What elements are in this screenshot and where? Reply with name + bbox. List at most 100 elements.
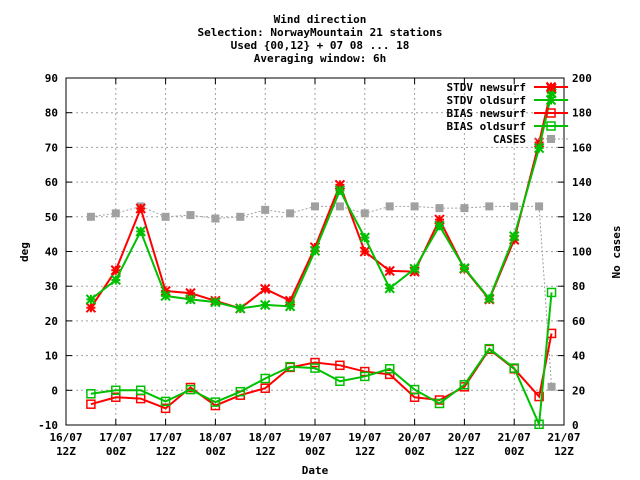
data-point [335, 360, 345, 371]
data-point [259, 299, 271, 311]
y2-tick-label: 0 [572, 419, 579, 432]
data-point [434, 214, 445, 225]
legend-label: STDV newsurf [447, 81, 526, 94]
data-point [111, 392, 121, 402]
x-tick-label-date: 19/07 [348, 431, 381, 444]
grid-lines [66, 78, 564, 425]
x-tick-label-date: 19/07 [298, 431, 331, 444]
legend-entry: BIAS oldsurf [447, 120, 568, 133]
y2-tick-label: 60 [572, 315, 585, 328]
data-point [509, 363, 519, 373]
y2-tick-label: 80 [572, 280, 585, 293]
y2-tick-label: 120 [572, 211, 592, 224]
data-point [360, 371, 370, 382]
legend-entry: BIAS newsurf [447, 107, 568, 120]
y-tick-label: 20 [45, 315, 58, 328]
legend-swatch-marker [546, 121, 556, 131]
x-tick-label-date: 20/07 [448, 431, 481, 444]
y-tick-label: 80 [45, 107, 58, 120]
x-tick-label-date: 17/07 [149, 431, 182, 444]
data-point [210, 397, 221, 407]
data-point [85, 302, 97, 313]
axis-ticks: -10 0 10 20 30 40 50 60 70 80 90 0 20 40 60 80 100 120 140… [38, 72, 592, 458]
x-tick-label-date: 17/07 [99, 431, 132, 444]
data-point [309, 245, 321, 257]
data-point [260, 383, 270, 393]
data-point [485, 202, 494, 211]
data-point [384, 265, 395, 277]
x-tick-label-date: 20/07 [398, 431, 431, 444]
x-tick-label-hour: 12Z [554, 445, 574, 458]
data-point [546, 88, 557, 99]
data-point [210, 296, 221, 308]
x-tick-label-hour: 12Z [355, 445, 375, 458]
legend-label: CASES [493, 133, 526, 146]
legend-swatch-marker [545, 81, 557, 93]
data-point [211, 214, 220, 223]
x-tick-label-hour: 12Z [56, 445, 76, 458]
data-point [160, 396, 171, 407]
x-tick-label-date: 18/07 [249, 431, 282, 444]
data-point [360, 209, 369, 218]
data-point [510, 202, 519, 211]
x-tick-label-hour: 12Z [454, 445, 474, 458]
x-axis-label: Date [302, 464, 329, 477]
data-point [535, 202, 544, 211]
data-point [310, 363, 320, 373]
data-point [534, 419, 544, 430]
data-point [111, 385, 121, 396]
title-line-3: Used {00,12} + 07 08 ... 18 [231, 39, 410, 52]
y2-tick-label: 160 [572, 141, 592, 154]
y2-tick-label: 200 [572, 72, 592, 85]
data-point [546, 287, 557, 298]
data-point [260, 373, 270, 384]
data-point [259, 283, 271, 295]
x-tick-label-hour: 00Z [504, 445, 524, 458]
data-point [286, 209, 295, 218]
data-point [410, 202, 419, 211]
data-point [385, 202, 394, 211]
data-point [235, 386, 246, 397]
data-point [85, 294, 97, 305]
data-point [161, 212, 170, 221]
legend-entry: CASES [493, 133, 568, 146]
x-tick-label-hour: 00Z [305, 445, 325, 458]
data-point [285, 361, 295, 372]
data-point [533, 137, 545, 148]
y2-tick-label: 180 [572, 107, 592, 120]
x-tick-label-hour: 00Z [205, 445, 225, 458]
data-point [459, 262, 470, 274]
data-point [435, 204, 444, 213]
x-tick-label-hour: 12Z [255, 445, 275, 458]
title-line-2: Selection: NorwayMountain 21 stations [197, 26, 442, 39]
data-point [384, 283, 395, 294]
data-point [86, 212, 95, 221]
data-point [384, 364, 395, 374]
data-point [547, 382, 556, 391]
y-tick-label: 90 [45, 72, 58, 85]
data-point [311, 202, 319, 211]
chart-title: Wind direction Selection: NorwayMountain… [197, 13, 442, 65]
title-line-1: Wind direction [274, 13, 367, 26]
data-point [434, 220, 445, 232]
legend-swatch-marker [546, 108, 556, 118]
y-tick-label: 40 [45, 246, 58, 259]
legend-entry: STDV oldsurf [447, 94, 568, 107]
data-point [160, 403, 171, 414]
data-point [160, 285, 171, 297]
y-tick-label: -10 [38, 419, 58, 432]
data-point [110, 265, 122, 276]
data-point [484, 343, 495, 354]
data-point [111, 209, 120, 218]
data-point [534, 391, 544, 402]
data-point [160, 290, 171, 302]
data-point [310, 357, 320, 368]
x-tick-label-date: 21/07 [498, 431, 531, 444]
y2-tick-label: 40 [572, 350, 585, 363]
data-point [185, 287, 196, 299]
data-point [460, 204, 469, 213]
x-tick-label-hour: 00Z [405, 445, 425, 458]
data-point [185, 384, 196, 395]
legend-swatch-marker [545, 94, 557, 106]
